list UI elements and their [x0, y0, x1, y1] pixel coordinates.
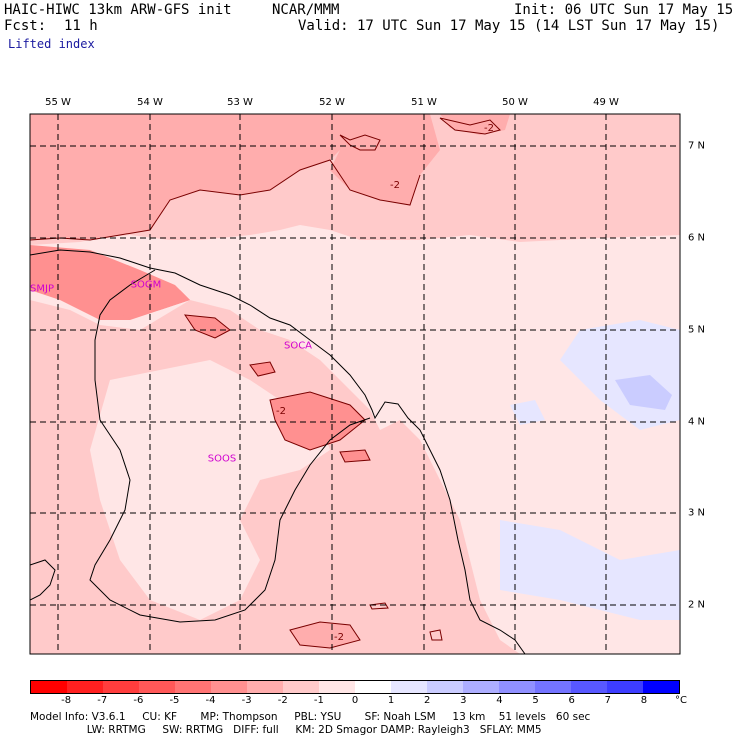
colorbar-tick-label: -7 [97, 695, 108, 706]
colorbar-swatch [427, 681, 463, 693]
colorbar-swatch [571, 681, 607, 693]
positive-index-patch [500, 520, 680, 620]
latitude-label: 2 N [688, 599, 706, 611]
negative-index-region [250, 362, 275, 376]
longitude-label: 55 W [45, 97, 71, 108]
model-info-line2: LW: RRTMG SW: RRTMG DIFF: full KM: 2D Sm… [30, 724, 542, 736]
colorbar-swatch [103, 681, 139, 693]
lat-lon-grid [30, 114, 680, 654]
model-info-line1: Model Info: V3.6.1 CU: KF MP: Thompson P… [30, 711, 591, 723]
station-label: SOCA [283, 340, 313, 352]
colorbar-swatch [643, 681, 679, 693]
station-label: SMJP [30, 283, 54, 295]
latitude-label: 3 N [688, 507, 706, 519]
colorbar-tick-label: -5 [169, 695, 180, 706]
colorbar-tick-label: -2 [277, 695, 288, 706]
contour-label: -2 [390, 180, 400, 191]
field-name: Lifted index [8, 37, 95, 51]
longitude-label: 54 W [137, 97, 163, 108]
station-label: SOGM [130, 279, 162, 291]
longitude-label: 50 W [502, 97, 528, 108]
contour-label: -2 [334, 632, 344, 643]
colorbar-tick-label: 3 [460, 695, 467, 706]
colorbar-tick-label: 8 [640, 695, 648, 706]
valid-time: Valid: 17 UTC Sun 17 May 15 (14 LST Sun … [298, 18, 720, 34]
organization-label: NCAR/MMM [272, 2, 340, 18]
colorbar-tick-label: -1 [313, 695, 324, 706]
colorbar-swatch [175, 681, 211, 693]
longitude-label: 52 W [319, 97, 345, 108]
longitude-label: 51 W [411, 97, 437, 108]
colorbar-swatch [391, 681, 427, 693]
colorbar-tick-label: 0 [351, 695, 359, 706]
contour-label: -2 [484, 123, 494, 134]
negative-index-region [270, 392, 365, 450]
latitude-label: 7 N [688, 140, 706, 152]
negative-index-region [330, 114, 440, 205]
negative-index-region [185, 315, 230, 338]
contour-label: -2 [276, 406, 286, 417]
negative-index-region [108, 285, 190, 318]
colorbar-swatch [319, 681, 355, 693]
colorbar-tick-label: 7 [604, 695, 611, 706]
forecast-label: Fcst: [4, 18, 47, 34]
negative-index-region [340, 450, 370, 462]
negative-index-region [440, 114, 510, 135]
model-title: HAIC-HIWC 13km ARW-GFS init [4, 2, 232, 18]
latitude-label: 4 N [688, 416, 706, 428]
coastline [30, 249, 526, 654]
colorbar-swatch [283, 681, 319, 693]
map-frame [29, 113, 681, 655]
longitude-label: 49 W [593, 97, 619, 108]
positive-index-patch [615, 375, 672, 410]
colorbar-tick-label: 2 [424, 695, 431, 706]
colorbar-swatch [535, 681, 571, 693]
init-time: Init: 06 UTC Sun 17 May 15 [514, 2, 734, 18]
colorbar-tick-label: -4 [205, 695, 216, 706]
colorbar-unit: °C [675, 695, 687, 706]
colorbar-tick-label: -6 [133, 695, 144, 706]
colorbar-swatch [607, 681, 643, 693]
station-label: SOOS [207, 453, 237, 465]
negative-index-region [290, 622, 360, 648]
colorbar-tick-label: 1 [387, 695, 395, 706]
colorbar-swatch [499, 681, 535, 693]
latitude-label: 5 N [688, 324, 706, 336]
colorbar [30, 680, 680, 694]
latitude-label: 6 N [688, 232, 706, 244]
colorbar-tick-label: 4 [496, 695, 503, 706]
colorbar-swatch [31, 681, 67, 693]
positive-index-patch [510, 400, 545, 425]
colorbar-swatch [139, 681, 175, 693]
forecast-hour: 11 h [64, 18, 98, 34]
colorbar-swatch [247, 681, 283, 693]
colorbar-swatch [355, 681, 391, 693]
colorbar-tick-label: 6 [568, 695, 575, 706]
colorbar-tick-label: 5 [532, 695, 539, 706]
colorbar-swatch [67, 681, 103, 693]
colorbar-swatch [463, 681, 499, 693]
colorbar-tick-label: -8 [61, 695, 72, 706]
longitude-label: 53 W [227, 97, 253, 108]
colorbar-tick-label: -3 [241, 695, 252, 706]
colorbar-swatch [211, 681, 247, 693]
